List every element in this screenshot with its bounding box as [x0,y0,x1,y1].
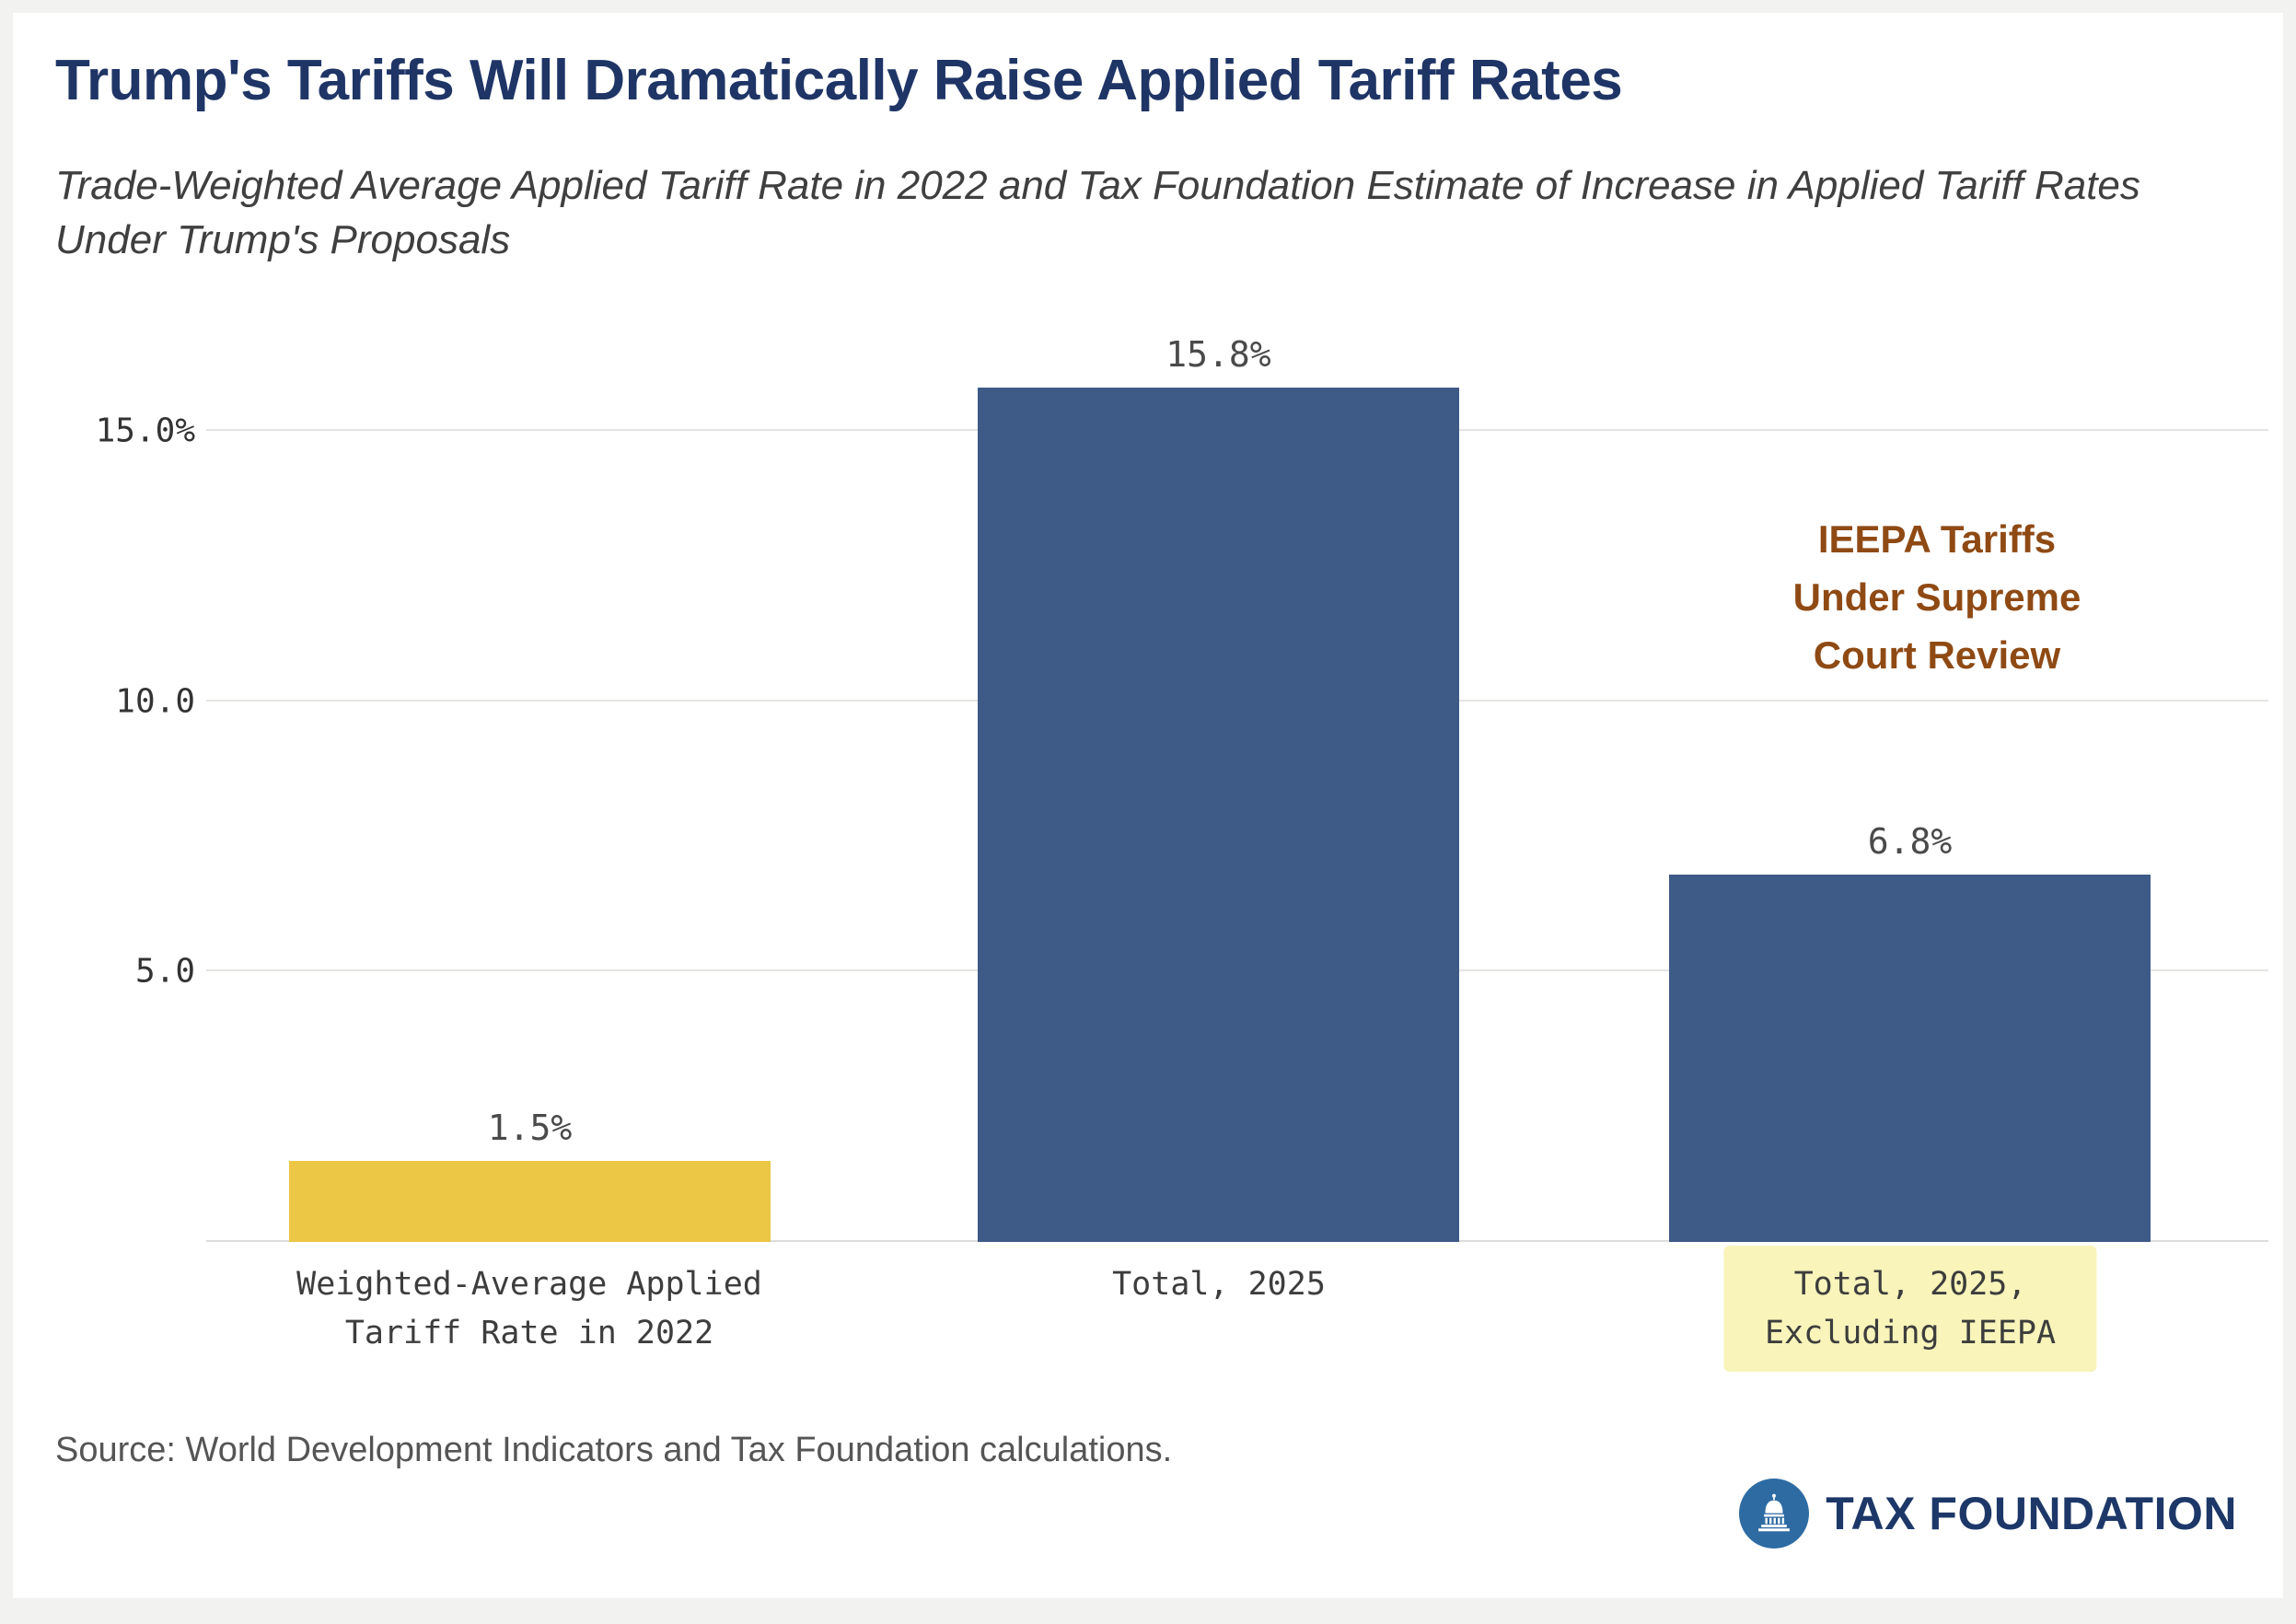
bar-value-label: 1.5% [487,1107,573,1148]
bar-group-2022: 1.5% [289,350,771,1242]
ieepa-annotation: IEEPA Tariffs Under Supreme Court Review [1793,510,2081,684]
x-axis-category-label: Total, 2025 [1112,1260,1326,1309]
capitol-icon [1739,1479,1810,1549]
chart-subtitle: Trade-Weighted Average Applied Tariff Ra… [55,163,2140,263]
bar-total-2025 [978,388,1459,1242]
chart-card: Trump's Tariffs Will Dramatically Raise … [13,13,2283,1598]
logo-wordmark: TAX FOUNDATION [1826,1488,2237,1539]
bar-chart-plot-area: 15.0% 10.0 5.0 1.5% 15.8% 6.8% [96,334,2268,1242]
x-axis-category-label-highlighted: Total, 2025, Excluding IEEPA [1723,1246,2097,1372]
tax-foundation-logo: TAX FOUNDATION [1739,1479,2237,1549]
annotation-line: IEEPA Tariffs [1817,517,2057,561]
y-axis-tick-label: 15.0% [95,412,195,450]
category-label-text: Weighted-Average Applied Tariff Rate in … [296,1266,762,1351]
y-axis-tick-label: 5.0 [134,952,195,991]
x-axis-category-label: Weighted-Average Applied Tariff Rate in … [281,1260,778,1357]
category-label-text: Total, 2025 [1112,1266,1326,1303]
bar-group-total-2025-excluding-ieepa: 6.8% [1669,350,2151,1242]
bar-value-label: 6.8% [1867,820,1953,862]
annotation-line: Court Review [1813,633,2061,677]
chart-title: Trump's Tariffs Will Dramatically Raise … [55,49,1623,112]
y-axis-tick-label: 10.0 [115,682,195,721]
bar-group-total-2025: 15.8% [978,334,1459,1242]
annotation-line: Under Supreme [1792,575,2081,619]
bar-2022 [289,1160,771,1242]
category-label-text: Total, 2025, Excluding IEEPA [1723,1246,2097,1372]
bar-total-2025-excluding-ieepa [1669,874,2151,1242]
bar-value-label: 15.8% [1165,334,1271,376]
source-note: Source: World Development Indicators and… [55,1431,1173,1469]
